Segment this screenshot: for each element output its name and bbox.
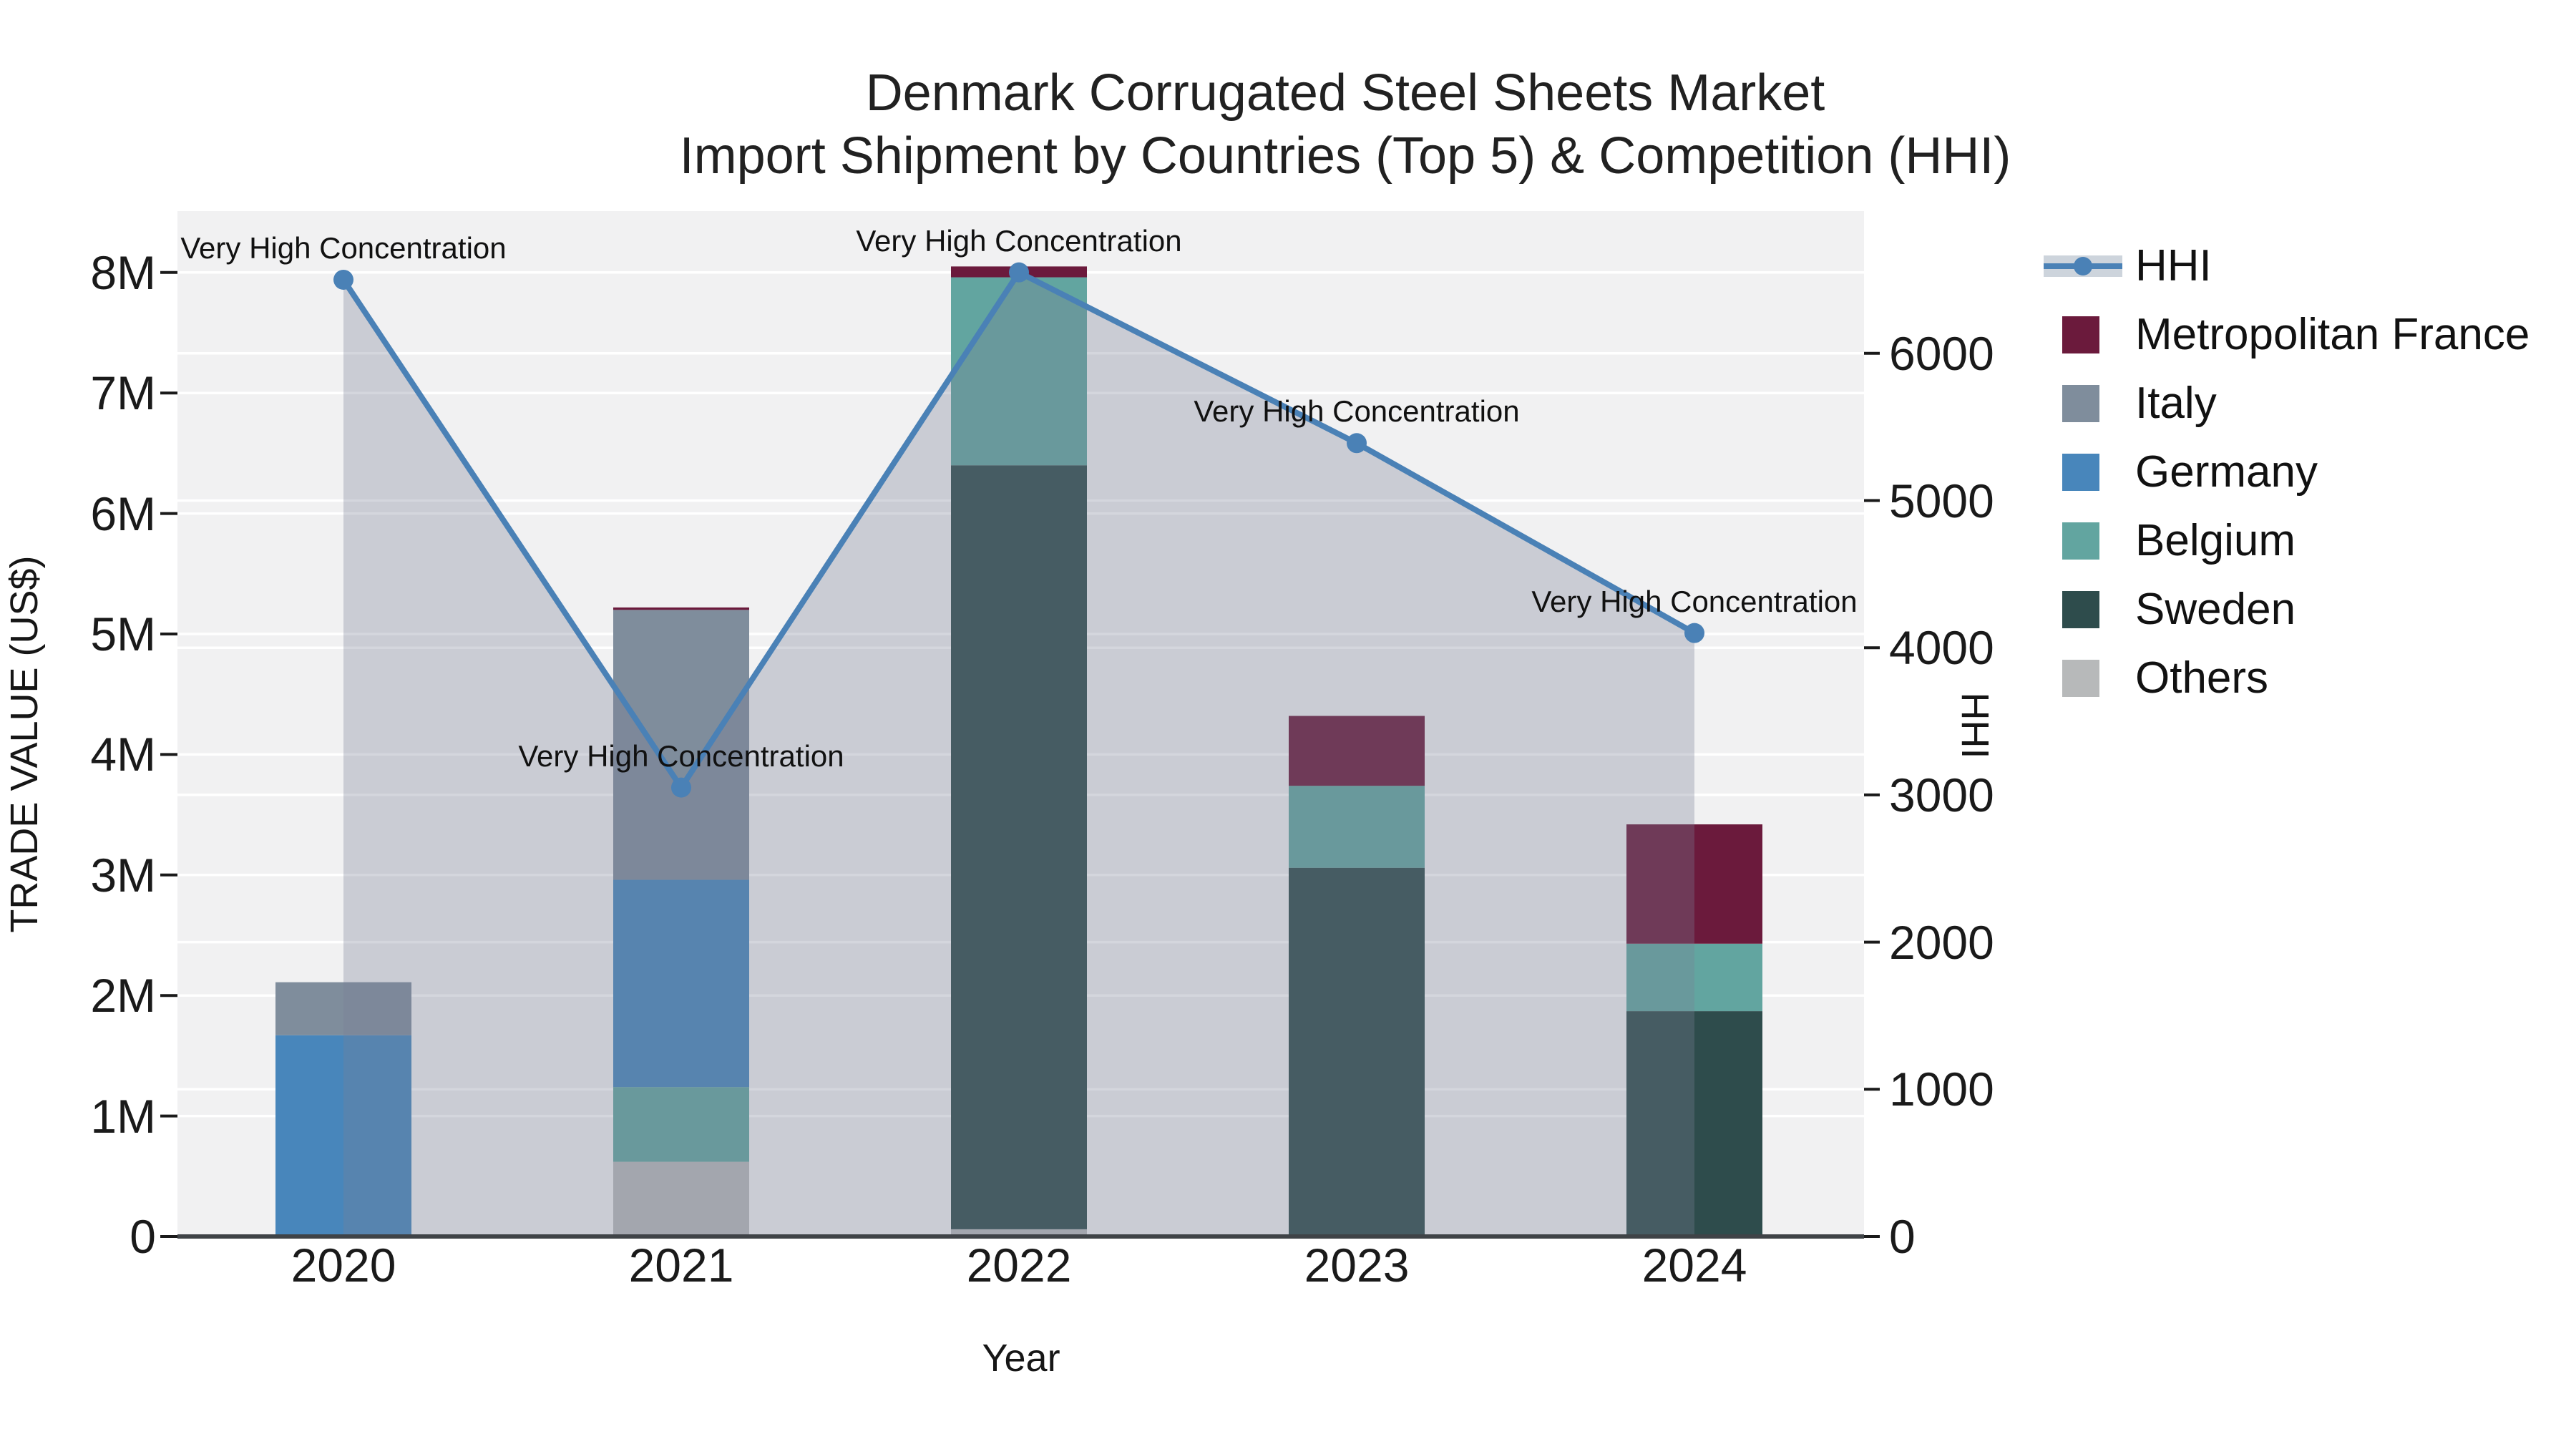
bar-segment-2024-belgium: [1626, 943, 1762, 1012]
y-right-tick-label-1000: 1000: [1889, 1063, 1994, 1116]
hhi-line-sample: [2044, 255, 2122, 277]
bar-segment-2024-sweden: [1626, 1011, 1762, 1236]
x-tick-label-2021: 2021: [628, 1239, 734, 1292]
bar-segment-2023-belgium: [1289, 786, 1425, 868]
legend-item-hhi: HHI: [0, 0, 2576, 291]
annotation-2022: Very High Concentration: [856, 223, 1182, 258]
bar-segment-2021-others: [613, 1161, 749, 1236]
y-right-tick-label-2000: 2000: [1889, 915, 1994, 969]
hhi-marker-2020: [333, 269, 353, 290]
legend-label: Metropolitan France: [2135, 310, 2530, 359]
hhi-marker-2022: [1009, 262, 1029, 283]
legend-label: HHI: [2135, 241, 2212, 291]
x-tick-label-2024: 2024: [1641, 1239, 1747, 1292]
legend-label: Italy: [2135, 379, 2217, 428]
legend-swatch-sweden: [2062, 591, 2099, 628]
y-right-tick-label-6000: 6000: [1889, 326, 1994, 380]
hhi-line-sample-marker: [2074, 257, 2092, 275]
bar-segment-2021-metropolitan-france: [613, 607, 749, 610]
bar-segment-2023-metropolitan-france: [1289, 716, 1425, 786]
legend: HHI Metropolitan France Italy Germany Belgiu…: [0, 0, 2576, 703]
x-tick-label-2022: 2022: [966, 1239, 1072, 1292]
annotation-2023: Very High Concentration: [1194, 394, 1520, 429]
hhi-marker-2021: [671, 777, 691, 798]
y-right-tick-label-3000: 3000: [1889, 768, 1994, 821]
legend-swatch-belgium: [2062, 522, 2099, 560]
bar-segment-2022-others: [951, 1229, 1087, 1236]
bar-segment-2020-germany: [275, 1035, 411, 1236]
annotation-2024: Very High Concentration: [1531, 584, 1858, 618]
x-tick-label-2020: 2020: [291, 1239, 396, 1292]
hhi-marker-2024: [1684, 623, 1704, 643]
bar-segment-2022-belgium: [951, 277, 1087, 466]
legend-swatch-italy: [2062, 385, 2099, 422]
bar-segment-2021-belgium: [613, 1087, 749, 1162]
y-left-tick-label-7M: 7M: [90, 366, 156, 420]
legend-swatch-germany: [2062, 454, 2099, 491]
legend-label: Sweden: [2135, 585, 2296, 634]
y-right-tick-label-0: 0: [1889, 1210, 1916, 1263]
hhi-marker-2023: [1347, 433, 1367, 454]
legend-label: Germany: [2135, 447, 2318, 497]
legend-label: Others: [2135, 653, 2269, 703]
y-left-tick-label-0: 0: [130, 1210, 156, 1263]
bar-segment-2021-italy: [613, 610, 749, 880]
chart-title-line1: Denmark Corrugated Steel Sheets Market: [865, 64, 1825, 122]
y-left-tick-label-3M: 3M: [90, 848, 156, 902]
bar-segment-2023-sweden: [1289, 867, 1425, 1236]
legend-swatch-metropolitan-france: [2062, 316, 2099, 353]
hhi-area: [343, 272, 1694, 1237]
legend-label: Belgium: [2135, 516, 2296, 565]
bar-segment-2024-metropolitan-france: [1626, 824, 1762, 944]
y-left-tick-label-8M: 8M: [90, 245, 156, 299]
y-left-tick-label-4M: 4M: [90, 728, 156, 781]
annotation-2020: Very High Concentration: [180, 230, 507, 265]
y-left-tick-label-6M: 6M: [90, 487, 156, 540]
chart-title-line2: Import Shipment by Countries (Top 5) & C…: [679, 127, 2011, 185]
annotation-2021: Very High Concentration: [518, 738, 844, 773]
y-left-tick-label-2M: 2M: [90, 969, 156, 1023]
bar-segment-2020-italy: [275, 982, 411, 1035]
x-axis-title: Year: [982, 1337, 1060, 1380]
x-tick-label-2023: 2023: [1304, 1239, 1410, 1292]
y-right-tick-label-4000: 4000: [1889, 621, 1994, 675]
bar-segment-2022-sweden: [951, 465, 1087, 1229]
legend-swatch-others: [2062, 660, 2099, 697]
y-left-tick-label-1M: 1M: [90, 1089, 156, 1143]
bar-segment-2021-germany: [613, 879, 749, 1088]
y-right-tick-label-5000: 5000: [1889, 474, 1994, 527]
y-left-tick-label-5M: 5M: [90, 608, 156, 660]
